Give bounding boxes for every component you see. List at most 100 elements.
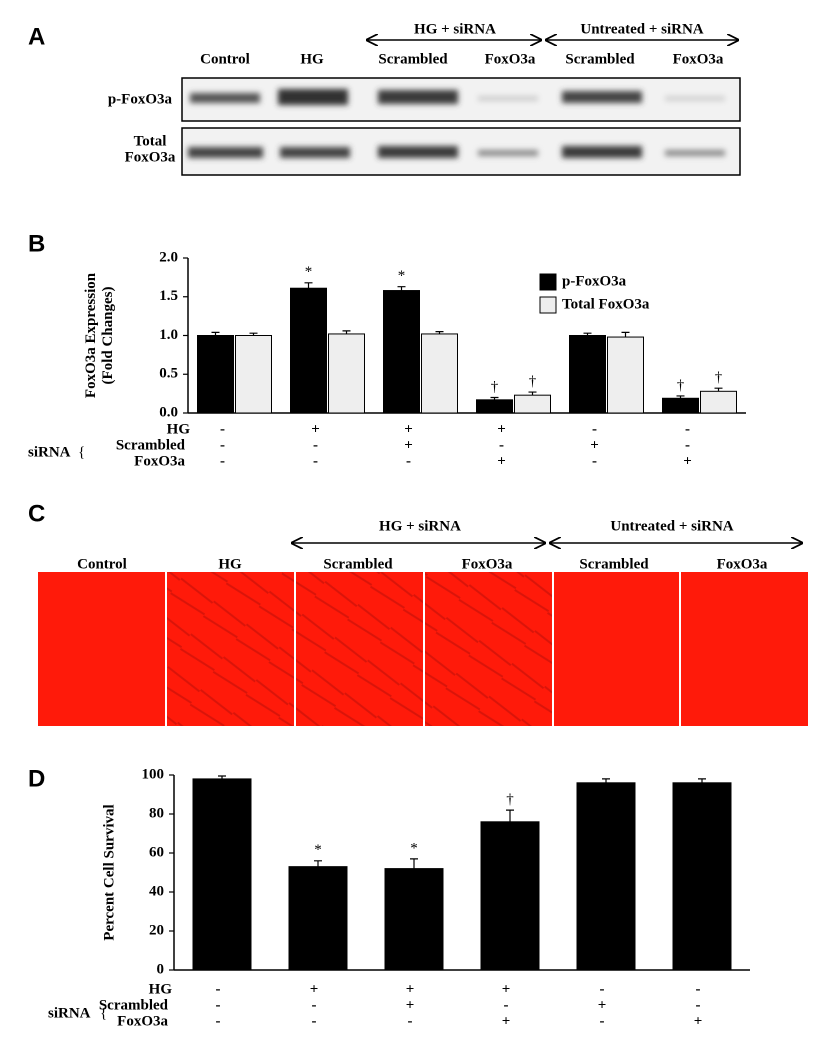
treatment-sign: +: [404, 421, 413, 437]
treatment-sign: -: [685, 437, 690, 453]
treatment-sign: +: [598, 997, 607, 1013]
error-bar: [676, 395, 685, 399]
panel-a: A HG + siRNA Untreated + siRNA Control H…: [28, 21, 741, 176]
blot: [181, 77, 741, 122]
row-label: Total: [134, 133, 167, 149]
treatment-sign: +: [502, 981, 511, 997]
charts: B FoxO3a Expression (Fold Changes) 0.0 0.5 1.…: [28, 230, 750, 1029]
y-tick-label: 2.0: [159, 249, 178, 265]
row-label: FoxO3a: [125, 149, 176, 165]
column-label: FoxO3a: [717, 556, 768, 572]
group-label: HG + siRNA: [414, 21, 496, 37]
treatment-sign: -: [592, 421, 597, 437]
y-tick-label: 0: [157, 961, 165, 977]
column-label: FoxO3a: [485, 51, 536, 67]
treatment-sign: -: [685, 421, 690, 437]
significance-marker: †: [491, 379, 499, 395]
treatment-sign: -: [220, 453, 225, 469]
bar: [480, 821, 540, 971]
significance-marker: *: [314, 842, 322, 858]
treatment-sign: +: [694, 1013, 703, 1029]
error-bar: [506, 809, 514, 822]
treatment-sign: +: [310, 981, 319, 997]
treatment-sign: +: [590, 437, 599, 453]
column-label: Scrambled: [579, 556, 649, 572]
legend-swatch: [539, 273, 557, 291]
treatment-sign: -: [220, 437, 225, 453]
brace: {: [78, 444, 85, 460]
error-bar: [602, 778, 610, 783]
y-tick-label: 20: [149, 922, 164, 938]
bar: [672, 782, 732, 971]
treatment-sign: -: [216, 997, 221, 1013]
panel-letter: B: [28, 230, 45, 257]
treatment-sign: -: [696, 997, 701, 1013]
error-bar: [410, 858, 418, 869]
error-bar: [621, 331, 630, 338]
error-bar: [218, 775, 226, 779]
treatment-sign: -: [504, 997, 509, 1013]
column-label: Control: [200, 51, 250, 67]
treatment-sign: +: [311, 421, 320, 437]
treatment-sign: -: [216, 981, 221, 997]
treatment-label: FoxO3a: [134, 453, 185, 469]
treatment-label: HG: [167, 421, 191, 437]
bar: [328, 333, 365, 414]
group-label: Untreated + siRNA: [610, 518, 733, 534]
brace: {: [100, 1005, 107, 1021]
y-tick-label: 0.0: [159, 404, 178, 420]
bar: [662, 397, 699, 414]
column-label: HG: [300, 51, 324, 67]
y-tick-label: 80: [149, 805, 164, 821]
y-tick-label: 1.0: [159, 327, 178, 343]
significance-marker: †: [529, 374, 537, 390]
bar: [607, 336, 644, 414]
error-bar: [314, 860, 322, 867]
treatment-sign: +: [497, 453, 506, 469]
y-axis-label: Percent Cell Survival: [101, 804, 117, 940]
error-bar: [490, 396, 499, 400]
error-bar: [249, 332, 258, 336]
bar: [384, 868, 444, 971]
treatment-label: Scrambled: [99, 997, 169, 1013]
error-bar: [583, 332, 592, 336]
y-tick-label: 100: [142, 766, 165, 782]
panel-c: C HG + siRNA Untreated + siRNA Control H…: [28, 500, 808, 726]
treatment-sign: -: [408, 1013, 413, 1029]
column-label: FoxO3a: [462, 556, 513, 572]
treatment-sign: -: [312, 1013, 317, 1029]
bar: [576, 782, 636, 971]
treatment-sign: +: [502, 1013, 511, 1029]
significance-marker: *: [410, 840, 418, 856]
treatment-sign: -: [499, 437, 504, 453]
treatment-sign: +: [406, 981, 415, 997]
error-bar: [342, 330, 351, 334]
row-label: p-FoxO3a: [108, 91, 173, 107]
column-label: Scrambled: [323, 556, 393, 572]
treatment-sign: -: [592, 453, 597, 469]
treatment-sign: -: [406, 453, 411, 469]
error-bar: [397, 286, 406, 291]
bar: [235, 335, 272, 414]
bar: [569, 335, 606, 414]
legend-swatch: [539, 296, 557, 314]
treatment-label: Scrambled: [116, 437, 186, 453]
panel-letter: D: [28, 765, 45, 792]
column-label: Scrambled: [378, 51, 448, 67]
bar: [476, 399, 513, 414]
error-bar: [528, 391, 537, 396]
treatment-sign: -: [313, 453, 318, 469]
error-bar: [211, 331, 220, 336]
treatment-sign: -: [312, 997, 317, 1013]
significance-marker: †: [715, 370, 723, 386]
bar: [192, 778, 252, 971]
bar: [197, 335, 234, 414]
treatment-sign: -: [216, 1013, 221, 1029]
bands: [188, 89, 725, 158]
group-label: HG + siRNA: [379, 518, 461, 534]
legend-label: Total FoxO3a: [562, 296, 650, 312]
error-bar: [698, 778, 706, 783]
blot: [181, 127, 741, 176]
column-label: Control: [77, 556, 127, 572]
